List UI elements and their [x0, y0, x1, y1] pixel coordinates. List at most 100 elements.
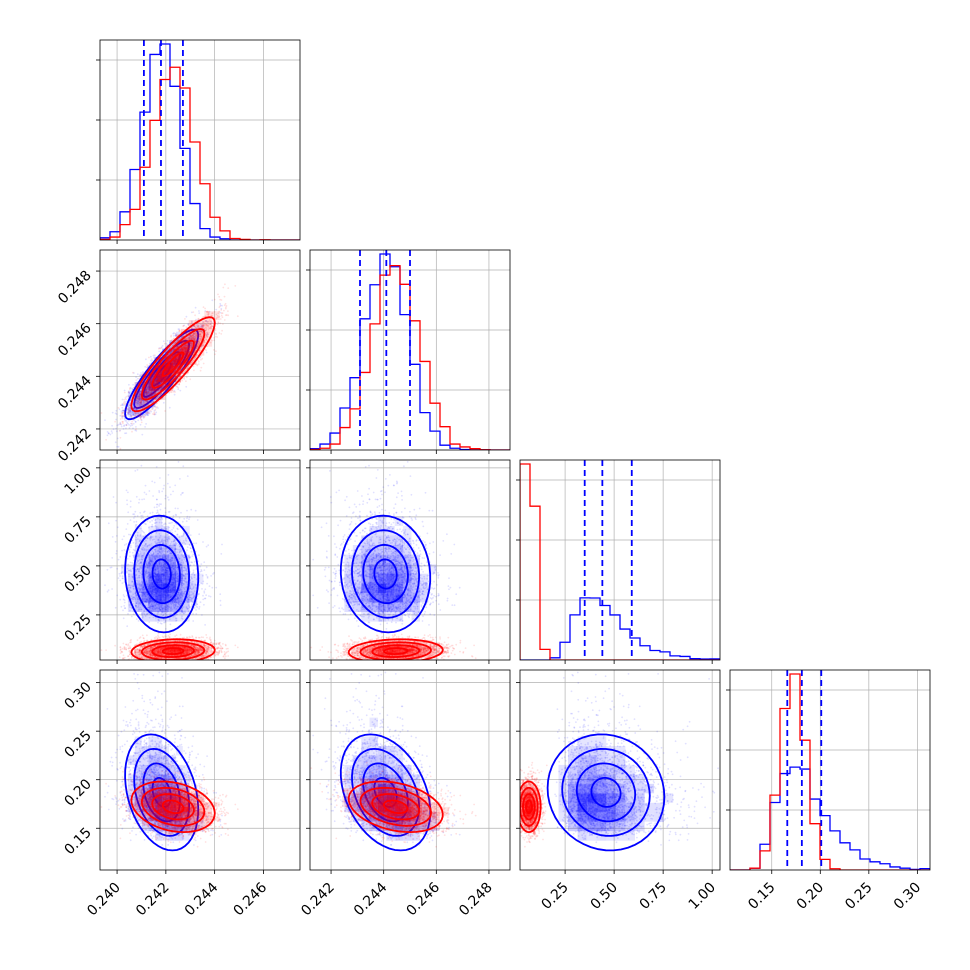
sample-point	[224, 283, 226, 286]
sample-point	[131, 422, 133, 425]
sample-point	[153, 404, 156, 406]
sample-point	[127, 405, 130, 408]
sample-point	[223, 309, 225, 312]
sample-point	[129, 387, 131, 389]
sample-point	[220, 312, 223, 315]
sample-point	[174, 375, 177, 377]
sample-point	[145, 423, 148, 425]
sample-point	[122, 410, 124, 412]
sample-point	[148, 412, 151, 415]
sample-point	[129, 407, 131, 409]
sample-point	[139, 399, 142, 402]
sample-point	[152, 390, 155, 392]
sample-point	[213, 339, 216, 342]
sample-point	[123, 425, 125, 427]
sample-point	[234, 285, 237, 287]
sample-point	[215, 308, 218, 311]
sample-point	[135, 412, 137, 415]
sample-point	[136, 404, 139, 407]
sample-point	[202, 306, 205, 309]
sample-point	[107, 432, 110, 435]
sample-point	[186, 367, 189, 370]
sample-point	[135, 430, 138, 432]
sample-point	[142, 371, 145, 374]
sample-point	[127, 412, 130, 414]
sample-point	[131, 430, 133, 433]
sample-point	[172, 335, 175, 337]
sample-point	[212, 349, 215, 351]
sample-point	[199, 337, 202, 340]
sample-point	[129, 387, 132, 389]
sample-point	[131, 424, 134, 427]
sample-point	[125, 406, 128, 409]
sample-point	[153, 411, 156, 414]
sample-point	[158, 350, 161, 353]
sample-point	[174, 334, 177, 337]
sample-point	[131, 415, 133, 417]
sample-point	[145, 392, 147, 394]
sample-point	[196, 346, 199, 349]
sample-point	[106, 431, 109, 433]
sample-point	[225, 305, 228, 307]
histogram-panel-0	[96, 39, 301, 244]
sample-point	[172, 332, 175, 335]
sample-point	[147, 392, 150, 395]
sample-point	[118, 408, 121, 411]
sample-point	[137, 400, 140, 403]
sample-point	[139, 392, 141, 395]
sample-point	[136, 373, 139, 376]
sample-point	[177, 345, 179, 348]
sample-point	[188, 336, 191, 339]
sample-point	[127, 391, 130, 394]
sample-point	[137, 401, 139, 404]
sample-point	[196, 364, 199, 367]
sample-point	[216, 323, 219, 326]
sample-point	[135, 426, 137, 428]
sample-point	[223, 319, 226, 321]
sample-point	[120, 425, 123, 428]
sample-point	[162, 340, 165, 343]
sample-point	[115, 418, 117, 421]
sample-point	[184, 318, 186, 320]
sample-point	[153, 393, 156, 396]
sample-point	[154, 413, 157, 416]
sample-point	[197, 360, 200, 363]
sample-point	[205, 320, 208, 322]
sample-point	[120, 412, 123, 415]
sample-point	[138, 404, 141, 406]
sample-point	[220, 299, 223, 301]
sample-point	[214, 353, 216, 356]
sample-point	[132, 427, 134, 430]
sample-point	[201, 357, 204, 360]
sample-point	[127, 395, 129, 397]
sample-point	[197, 363, 200, 365]
sample-point	[124, 432, 126, 435]
sample-point	[155, 411, 158, 414]
sample-point	[115, 409, 118, 412]
sample-point	[188, 337, 191, 340]
sample-point	[211, 299, 214, 302]
sample-point	[139, 404, 142, 407]
sample-point	[156, 406, 159, 408]
sample-point	[119, 404, 122, 407]
sample-point	[151, 401, 153, 403]
sample-point	[199, 326, 202, 328]
sample-point	[135, 412, 138, 415]
sample-point	[190, 327, 193, 330]
sample-point	[137, 395, 139, 398]
sample-point	[177, 328, 180, 330]
sample-point	[134, 421, 137, 423]
sample-point	[121, 417, 124, 420]
sample-point	[173, 347, 176, 350]
sample-point	[177, 388, 180, 391]
sample-point	[154, 408, 157, 411]
sample-point	[165, 342, 168, 345]
sample-point	[142, 401, 145, 404]
sample-point	[135, 428, 138, 430]
sample-point	[221, 329, 224, 332]
sample-point	[190, 311, 193, 314]
sample-point	[190, 345, 193, 348]
sample-point	[202, 362, 205, 365]
